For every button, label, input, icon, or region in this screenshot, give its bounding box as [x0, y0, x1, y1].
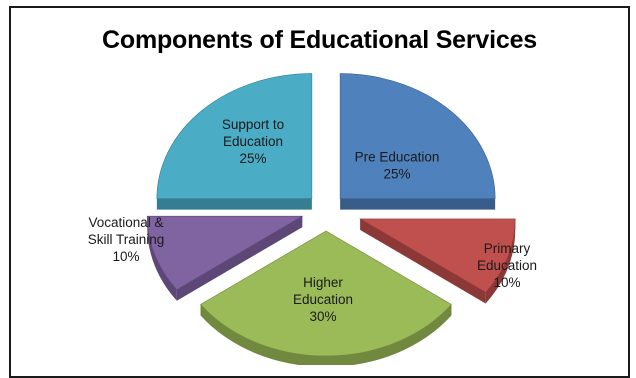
- data-label-primary-education-10: Primary Education 10%: [477, 241, 537, 290]
- pie-chart: Pre Education 25% Primary Education 10% Highe…: [88, 73, 537, 365]
- chart-title: Components of Educational Services: [102, 26, 537, 54]
- pie-slice-edge-primary-education-10-end: [360, 218, 486, 304]
- data-label-support-to-education-25: Support to Education 25%: [222, 117, 284, 166]
- pie-slice-support-to-education-25: [156, 73, 313, 199]
- pie-slice-edge-support-to-education-25-start: [156, 198, 312, 210]
- pie-slice-side-higher-education-30: [200, 304, 452, 365]
- data-label-higher-education-30: Higher Education 30%: [293, 275, 353, 324]
- pie-slice-pre-education-25: [339, 73, 496, 199]
- pie-slice-edge-pre-education-25-end: [340, 198, 496, 210]
- pie-slice-side-vocational-skill-training-10: [147, 216, 177, 301]
- pie-slice-primary-education-10: [359, 218, 516, 293]
- pie-slice-edge-vocational-skill-training-10-start: [176, 216, 303, 301]
- data-label-pre-education-25: Pre Education 25%: [355, 150, 440, 182]
- pie-slice-higher-education-30: [200, 230, 452, 357]
- pie-slice-vocational-skill-training-10: [146, 215, 304, 291]
- data-label-vocational-skill-training-10: Vocational & Skill Training 10%: [88, 215, 165, 264]
- pie-slice-side-primary-education-10: [485, 218, 516, 304]
